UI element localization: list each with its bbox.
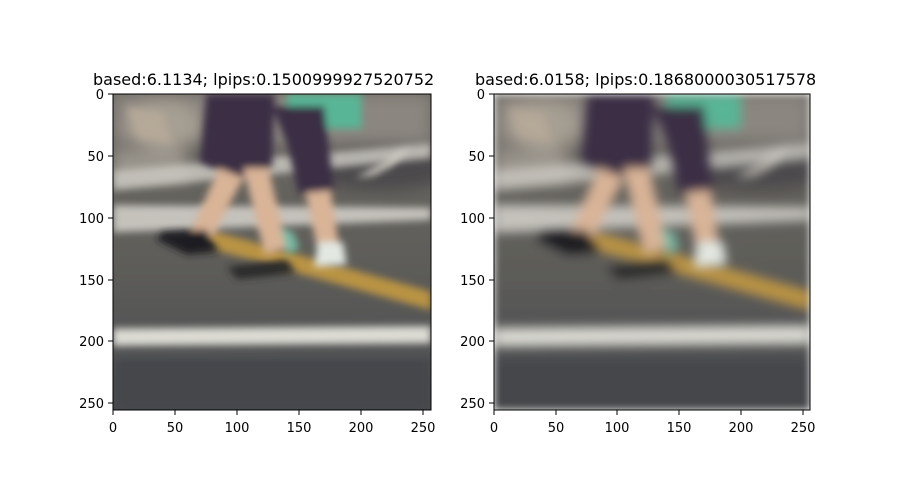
panel-2-ticks: [489, 93, 804, 415]
panel-2: 0 50 100 150 200 250 0 50 100 150 200 25…: [460, 88, 833, 436]
panel-1-x-tick-labels: 0 50 100 150 200 250: [109, 421, 436, 436]
x-tick-label: 0: [109, 421, 117, 436]
panel-2-image: [494, 94, 833, 410]
y-tick-label: 150: [460, 274, 485, 289]
y-tick-label: 100: [460, 212, 485, 227]
panel-2-frame: [493, 93, 811, 411]
y-tick-label: 0: [477, 88, 485, 103]
panel-1-title: based:6.1134; lpips:0.1500999927520752: [93, 70, 435, 89]
panel-2-x-tick-labels: 0 50 100 150 200 250: [490, 421, 816, 436]
y-tick-label: 0: [96, 88, 104, 103]
panel-1-ticks: [108, 93, 424, 415]
panel-1: 0 50 100 150 200 250 0 50 100 150 200 25…: [79, 88, 455, 436]
y-tick-label: 150: [79, 274, 104, 289]
x-tick-label: 250: [411, 421, 436, 436]
y-tick-label: 50: [87, 150, 104, 165]
y-tick-label: 250: [79, 397, 104, 412]
x-tick-label: 100: [225, 421, 250, 436]
x-tick-label: 150: [667, 421, 692, 436]
panel-1-frame: [112, 93, 432, 411]
x-tick-label: 150: [287, 421, 312, 436]
panel-2-title: based:6.0158; lpips:0.1868000030517578: [475, 70, 817, 89]
panel-1-y-tick-labels: 0 50 100 150 200 250: [79, 88, 104, 412]
x-tick-label: 50: [548, 421, 565, 436]
y-tick-label: 100: [79, 212, 104, 227]
panel-2-y-tick-labels: 0 50 100 150 200 250: [460, 88, 485, 412]
y-tick-label: 200: [79, 335, 104, 350]
panel-1-image: [113, 94, 455, 410]
y-tick-label: 50: [468, 150, 485, 165]
y-tick-label: 250: [460, 397, 485, 412]
x-tick-label: 250: [791, 421, 816, 436]
x-tick-label: 0: [490, 421, 498, 436]
x-tick-label: 200: [729, 421, 754, 436]
x-tick-label: 100: [605, 421, 630, 436]
x-tick-label: 50: [167, 421, 184, 436]
x-tick-label: 200: [349, 421, 374, 436]
y-tick-label: 200: [460, 335, 485, 350]
